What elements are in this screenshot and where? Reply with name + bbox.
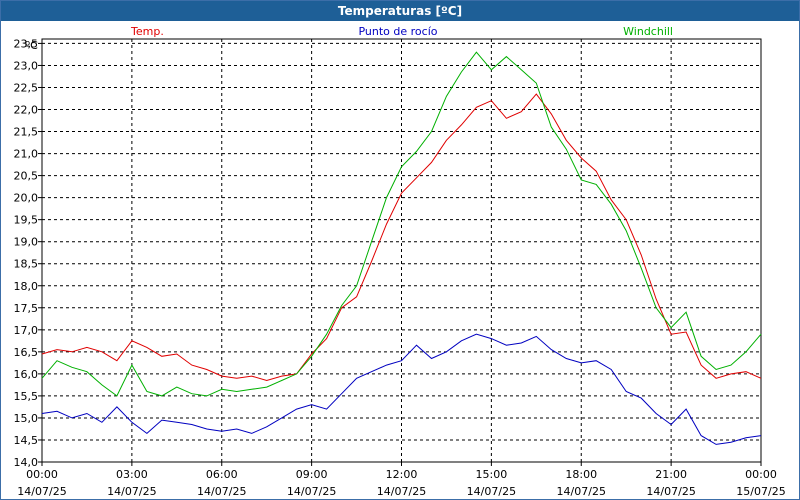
x-tick-time: 00:00	[745, 468, 777, 481]
legend-entry: Punto de rocío	[358, 25, 437, 38]
x-tick-date: 14/07/25	[107, 485, 156, 498]
legend: Temp. Punto de rocío Windchill	[130, 25, 673, 38]
y-tick-label: 14,0	[14, 456, 39, 469]
y-tick-label: 19,5	[14, 214, 39, 227]
y-tick-label: 23,5	[14, 37, 39, 50]
y-tick-label: 22,5	[14, 81, 39, 94]
y-tick-label: 14,5	[14, 434, 39, 447]
y-tick-label: 15,0	[14, 412, 39, 425]
x-tick-time: 03:00	[116, 468, 148, 481]
y-axis-unit: ºC	[25, 39, 38, 52]
x-tick-time: 18:00	[565, 468, 597, 481]
x-tick-date: 14/07/25	[197, 485, 246, 498]
x-tick-date: 15/07/25	[736, 485, 785, 498]
series-line-0	[41, 93, 762, 382]
x-tick-date: 14/07/25	[467, 485, 516, 498]
y-tick-label: 21,0	[14, 148, 39, 161]
y-tick-label: 19,0	[14, 236, 39, 249]
y-tick-label: 18,5	[14, 258, 39, 271]
legend-entry: Temp.	[130, 25, 164, 38]
x-axis-ticks: 00:00 14/07/25 03:00 14/07/25 06:00 14/07/25 0…	[17, 462, 786, 498]
x-tick-date: 14/07/25	[17, 485, 66, 498]
x-tick-time: 15:00	[476, 468, 508, 481]
x-tick-date: 14/07/25	[377, 485, 426, 498]
x-tick-date: 14/07/25	[557, 485, 606, 498]
y-axis-ticks: 14,0 14,5 15,0 15,5 16,0 16,5 17,0 17,5 18,0 18,5…	[14, 37, 42, 469]
y-tick-label: 21,5	[14, 126, 39, 139]
x-tick-time: 09:00	[296, 468, 328, 481]
y-tick-label: 18,0	[14, 280, 39, 293]
y-tick-label: 16,0	[14, 368, 39, 381]
x-tick-time: 21:00	[655, 468, 687, 481]
y-tick-label: 17,5	[14, 302, 39, 315]
y-tick-label: 23,0	[14, 59, 39, 72]
x-tick-date: 14/07/25	[646, 485, 695, 498]
grid	[42, 39, 761, 463]
x-tick-time: 12:00	[386, 468, 418, 481]
series-line-1	[41, 333, 762, 445]
x-tick-date: 14/07/25	[287, 485, 336, 498]
x-tick-time: 00:00	[26, 468, 58, 481]
y-tick-label: 16,5	[14, 346, 39, 359]
y-tick-label: 17,0	[14, 324, 39, 337]
window-title: Temperaturas [ºC]	[1, 1, 799, 21]
series-line-2	[41, 51, 762, 397]
series-lines	[41, 51, 762, 445]
y-tick-label: 22,0	[14, 104, 39, 117]
y-tick-label: 20,5	[14, 170, 39, 183]
y-tick-label: 15,5	[14, 390, 39, 403]
x-tick-time: 06:00	[206, 468, 238, 481]
y-tick-label: 20,0	[14, 192, 39, 205]
legend-entry: Windchill	[623, 25, 673, 38]
